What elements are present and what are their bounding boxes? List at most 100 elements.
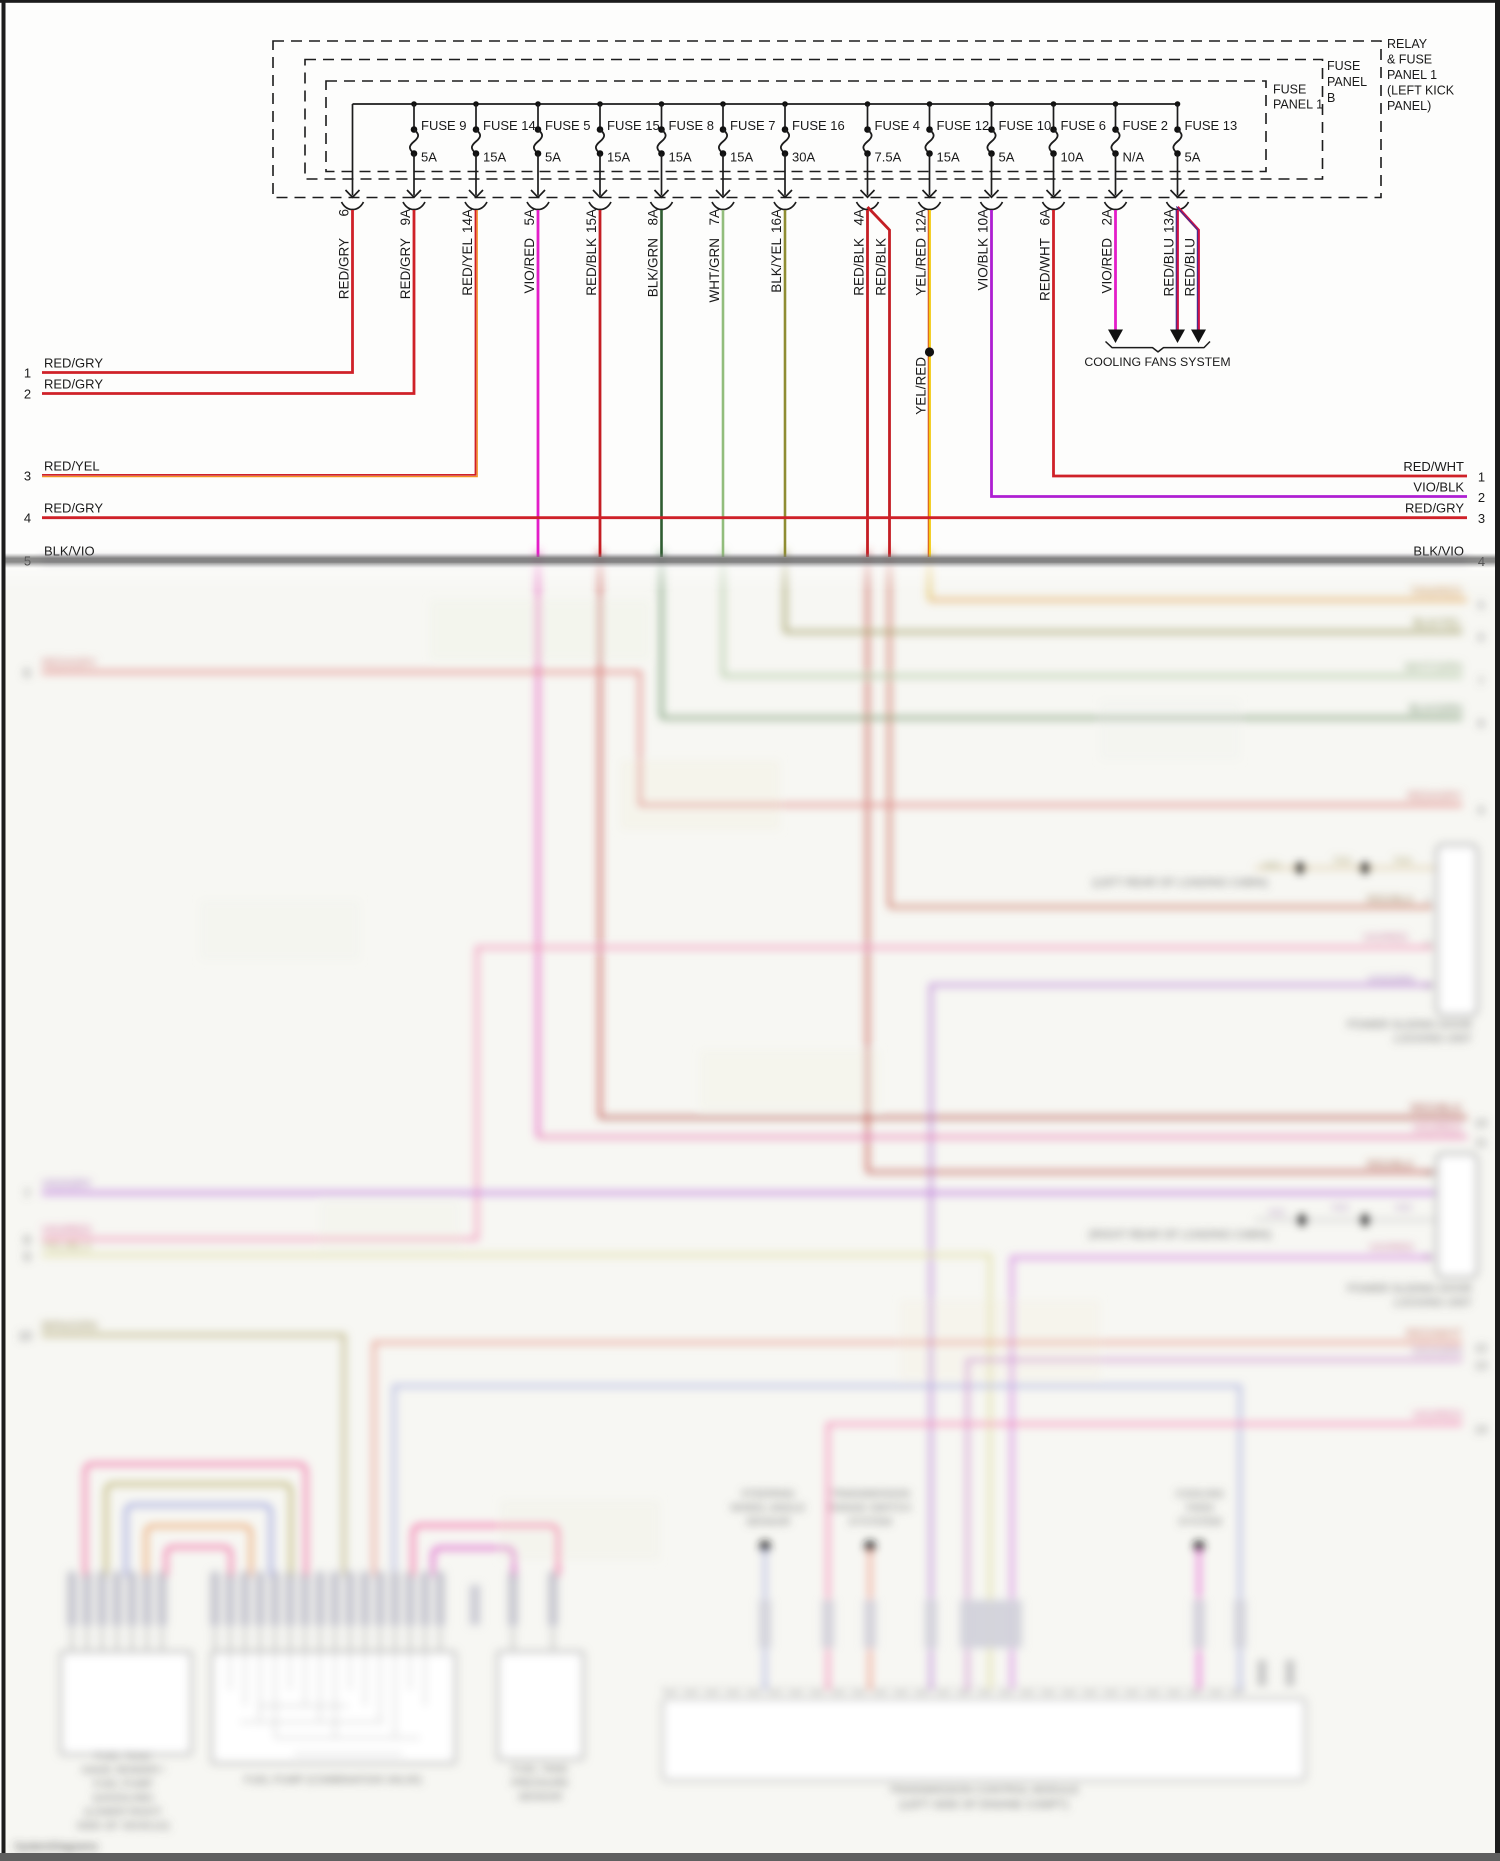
svg-text:RED/GRY: RED/GRY bbox=[44, 356, 103, 371]
svg-text:RED/GRY: RED/GRY bbox=[337, 238, 352, 299]
svg-text:YEL/RED: YEL/RED bbox=[914, 357, 929, 415]
svg-text:TAN: TAN bbox=[1393, 856, 1412, 867]
svg-text:BLK/YEL: BLK/YEL bbox=[1413, 616, 1462, 630]
svg-text:LOCKING UNIT: LOCKING UNIT bbox=[1394, 1297, 1473, 1309]
svg-text:5A: 5A bbox=[522, 209, 537, 226]
svg-text:7.5A: 7.5A bbox=[875, 150, 902, 165]
svg-text:4: 4 bbox=[24, 511, 31, 526]
svg-text:VIO/BLK: VIO/BLK bbox=[976, 238, 991, 291]
svg-text:LOCKING UNIT: LOCKING UNIT bbox=[1394, 1033, 1473, 1045]
svg-text:PANEL: PANEL bbox=[1327, 75, 1367, 89]
svg-text:VIO/GRN: VIO/GRN bbox=[1368, 974, 1415, 986]
svg-text:STEERING: STEERING bbox=[741, 1488, 795, 1500]
svg-text:YEL/BLU: YEL/BLU bbox=[42, 1239, 91, 1253]
svg-text:POWER SLIDING DOOR: POWER SLIDING DOOR bbox=[1347, 1283, 1472, 1295]
svg-text:10A: 10A bbox=[976, 209, 991, 233]
svg-text:(LEFT KICK: (LEFT KICK bbox=[1387, 84, 1455, 98]
svg-text:TRANSMISSION: TRANSMISSION bbox=[830, 1488, 910, 1500]
svg-text:FUSE 12: FUSE 12 bbox=[937, 118, 990, 133]
svg-text:RED/BLK: RED/BLK bbox=[1367, 1159, 1415, 1171]
svg-text:2: 2 bbox=[24, 387, 31, 402]
svg-text:(LEFT SIDE OF ENGINE COMPT): (LEFT SIDE OF ENGINE COMPT) bbox=[899, 1799, 1068, 1811]
svg-text:RED/YEL: RED/YEL bbox=[44, 459, 100, 474]
svg-text:7: 7 bbox=[24, 1187, 31, 1201]
svg-text:6: 6 bbox=[337, 209, 352, 217]
svg-text:RED/BLK: RED/BLK bbox=[874, 238, 889, 296]
svg-text:RANGE SWITCH: RANGE SWITCH bbox=[829, 1502, 911, 1514]
svg-text:SystemDiagrams: SystemDiagrams bbox=[14, 1841, 98, 1853]
svg-text:(GASOLINE): (GASOLINE) bbox=[93, 1792, 154, 1804]
svg-text:FUSE 16: FUSE 16 bbox=[792, 118, 845, 133]
svg-text:13A: 13A bbox=[1162, 209, 1177, 233]
svg-text:FUSE 10: FUSE 10 bbox=[999, 118, 1052, 133]
svg-text:VIO: VIO bbox=[1268, 1208, 1285, 1219]
svg-text:WHEEL ANGLE: WHEEL ANGLE bbox=[731, 1502, 806, 1514]
svg-text:& FUSE: & FUSE bbox=[1387, 53, 1432, 67]
svg-text:8: 8 bbox=[1478, 718, 1484, 730]
svg-text:BLK/YEL: BLK/YEL bbox=[769, 238, 784, 293]
svg-text:TAN: TAN bbox=[1332, 856, 1351, 867]
svg-text:8A: 8A bbox=[646, 209, 661, 226]
svg-text:VIO/GRY: VIO/GRY bbox=[42, 1177, 92, 1191]
svg-text:(RIGHT REAR OF LOADING CABIN): (RIGHT REAR OF LOADING CABIN) bbox=[1089, 1229, 1272, 1241]
svg-text:VIO/RED: VIO/RED bbox=[1369, 1242, 1414, 1254]
svg-text:VIO/BLK: VIO/BLK bbox=[1413, 480, 1464, 495]
svg-text:RED/GRY: RED/GRY bbox=[1405, 501, 1464, 516]
svg-text:BRN/GRN: BRN/GRN bbox=[42, 1319, 97, 1333]
svg-text:RED/BLK: RED/BLK bbox=[1367, 894, 1415, 906]
svg-text:SYSTEM: SYSTEM bbox=[1178, 1516, 1221, 1528]
svg-text:SIDE OF VEHICLE): SIDE OF VEHICLE) bbox=[76, 1820, 169, 1832]
svg-text:5A: 5A bbox=[999, 150, 1015, 165]
svg-text:14A: 14A bbox=[460, 209, 475, 233]
svg-text:BLK/GRN: BLK/GRN bbox=[646, 238, 661, 297]
svg-text:9: 9 bbox=[24, 1250, 31, 1264]
svg-text:FUSE 4: FUSE 4 bbox=[875, 118, 921, 133]
svg-text:RED/WHT: RED/WHT bbox=[1038, 238, 1053, 301]
svg-text:FUEL PUMP: FUEL PUMP bbox=[93, 1778, 153, 1790]
svg-text:3: 3 bbox=[1478, 511, 1485, 526]
svg-text:5: 5 bbox=[1478, 600, 1484, 612]
svg-text:7A: 7A bbox=[707, 209, 722, 226]
svg-text:5A: 5A bbox=[1185, 150, 1201, 165]
svg-text:7: 7 bbox=[1478, 676, 1484, 688]
svg-text:FUSE 13: FUSE 13 bbox=[1185, 118, 1238, 133]
svg-text:VIO: VIO bbox=[1395, 1203, 1412, 1214]
svg-text:RED/GRY: RED/GRY bbox=[44, 377, 103, 392]
svg-text:10: 10 bbox=[18, 1329, 32, 1343]
svg-text:FUSE 14: FUSE 14 bbox=[483, 118, 536, 133]
svg-text:2A: 2A bbox=[1100, 209, 1115, 226]
svg-text:9A: 9A bbox=[398, 209, 413, 226]
svg-text:VIO/RED: VIO/RED bbox=[1363, 932, 1408, 944]
svg-text:13: 13 bbox=[1475, 1360, 1487, 1372]
svg-text:GAGE SENDER /: GAGE SENDER / bbox=[82, 1764, 165, 1776]
svg-text:16A: 16A bbox=[769, 209, 784, 233]
svg-text:YEL/RED: YEL/RED bbox=[914, 238, 929, 296]
svg-text:SYSTEM: SYSTEM bbox=[848, 1516, 891, 1528]
svg-text:3: 3 bbox=[24, 469, 31, 484]
svg-text:4: 4 bbox=[1425, 1168, 1430, 1178]
svg-text:12A: 12A bbox=[914, 209, 929, 233]
svg-text:5A: 5A bbox=[421, 150, 437, 165]
svg-text:TRANSMISSION CONTROL MODULE: TRANSMISSION CONTROL MODULE bbox=[889, 1784, 1079, 1796]
svg-text:B: B bbox=[1327, 91, 1335, 105]
svg-text:12: 12 bbox=[1475, 1343, 1487, 1355]
svg-text:COOLING FANS SYSTEM: COOLING FANS SYSTEM bbox=[1084, 355, 1230, 369]
svg-text:15A: 15A bbox=[730, 150, 753, 165]
svg-text:6: 6 bbox=[1478, 632, 1484, 644]
svg-text:WHT/GRN: WHT/GRN bbox=[1405, 660, 1462, 674]
svg-text:POWER SLIDING DOOR: POWER SLIDING DOOR bbox=[1347, 1019, 1472, 1031]
svg-text:4A: 4A bbox=[852, 209, 867, 226]
svg-text:FUEL PUMP (COMBINATION VALVE): FUEL PUMP (COMBINATION VALVE) bbox=[244, 1774, 422, 1786]
svg-text:(LOWER RIGHT: (LOWER RIGHT bbox=[84, 1806, 162, 1818]
svg-text:RED/GRY: RED/GRY bbox=[44, 501, 103, 516]
svg-text:VIO: VIO bbox=[1331, 1203, 1348, 1214]
svg-text:9: 9 bbox=[1478, 805, 1484, 817]
svg-text:VIO/RED: VIO/RED bbox=[522, 238, 537, 294]
svg-text:5A: 5A bbox=[545, 150, 561, 165]
svg-text:SENSOR: SENSOR bbox=[746, 1516, 791, 1528]
svg-text:RED/BLU: RED/BLU bbox=[1162, 238, 1177, 297]
svg-text:VIO/RED: VIO/RED bbox=[1100, 238, 1115, 294]
svg-text:FUSE 7: FUSE 7 bbox=[730, 118, 776, 133]
svg-text:8: 8 bbox=[24, 1233, 31, 1247]
svg-text:PANEL 1: PANEL 1 bbox=[1387, 68, 1437, 82]
